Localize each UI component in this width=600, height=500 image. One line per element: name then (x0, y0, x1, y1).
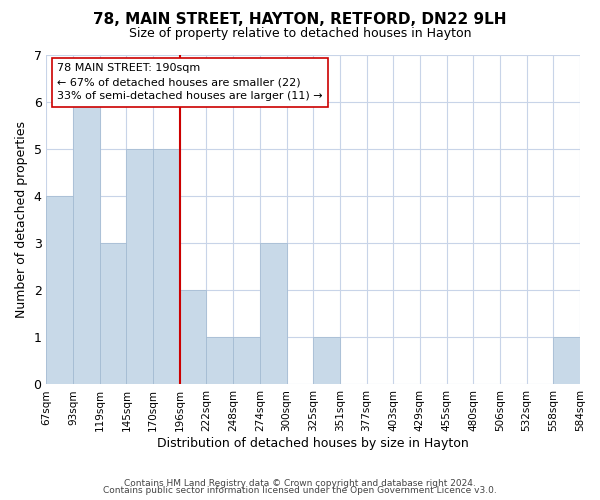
Bar (206, 338, 233, 384)
Text: 78 MAIN STREET: 190sqm
← 67% of detached houses are smaller (22)
33% of semi-det: 78 MAIN STREET: 190sqm ← 67% of detached… (57, 63, 323, 101)
X-axis label: Distribution of detached houses by size in Hayton: Distribution of detached houses by size … (157, 437, 469, 450)
Bar (233, 338, 260, 384)
Bar (180, 290, 206, 384)
Bar (100, 244, 127, 384)
Text: Size of property relative to detached houses in Hayton: Size of property relative to detached ho… (129, 28, 471, 40)
Text: Contains HM Land Registry data © Crown copyright and database right 2024.: Contains HM Land Registry data © Crown c… (124, 478, 476, 488)
Text: Contains public sector information licensed under the Open Government Licence v3: Contains public sector information licen… (103, 486, 497, 495)
Text: 78, MAIN STREET, HAYTON, RETFORD, DN22 9LH: 78, MAIN STREET, HAYTON, RETFORD, DN22 9… (93, 12, 507, 28)
Bar (553, 338, 580, 384)
Bar (73, 102, 100, 385)
Bar (127, 149, 153, 384)
Bar (260, 244, 287, 384)
Bar (153, 149, 180, 384)
Y-axis label: Number of detached properties: Number of detached properties (15, 121, 28, 318)
Bar (313, 338, 340, 384)
Bar (46, 196, 73, 384)
